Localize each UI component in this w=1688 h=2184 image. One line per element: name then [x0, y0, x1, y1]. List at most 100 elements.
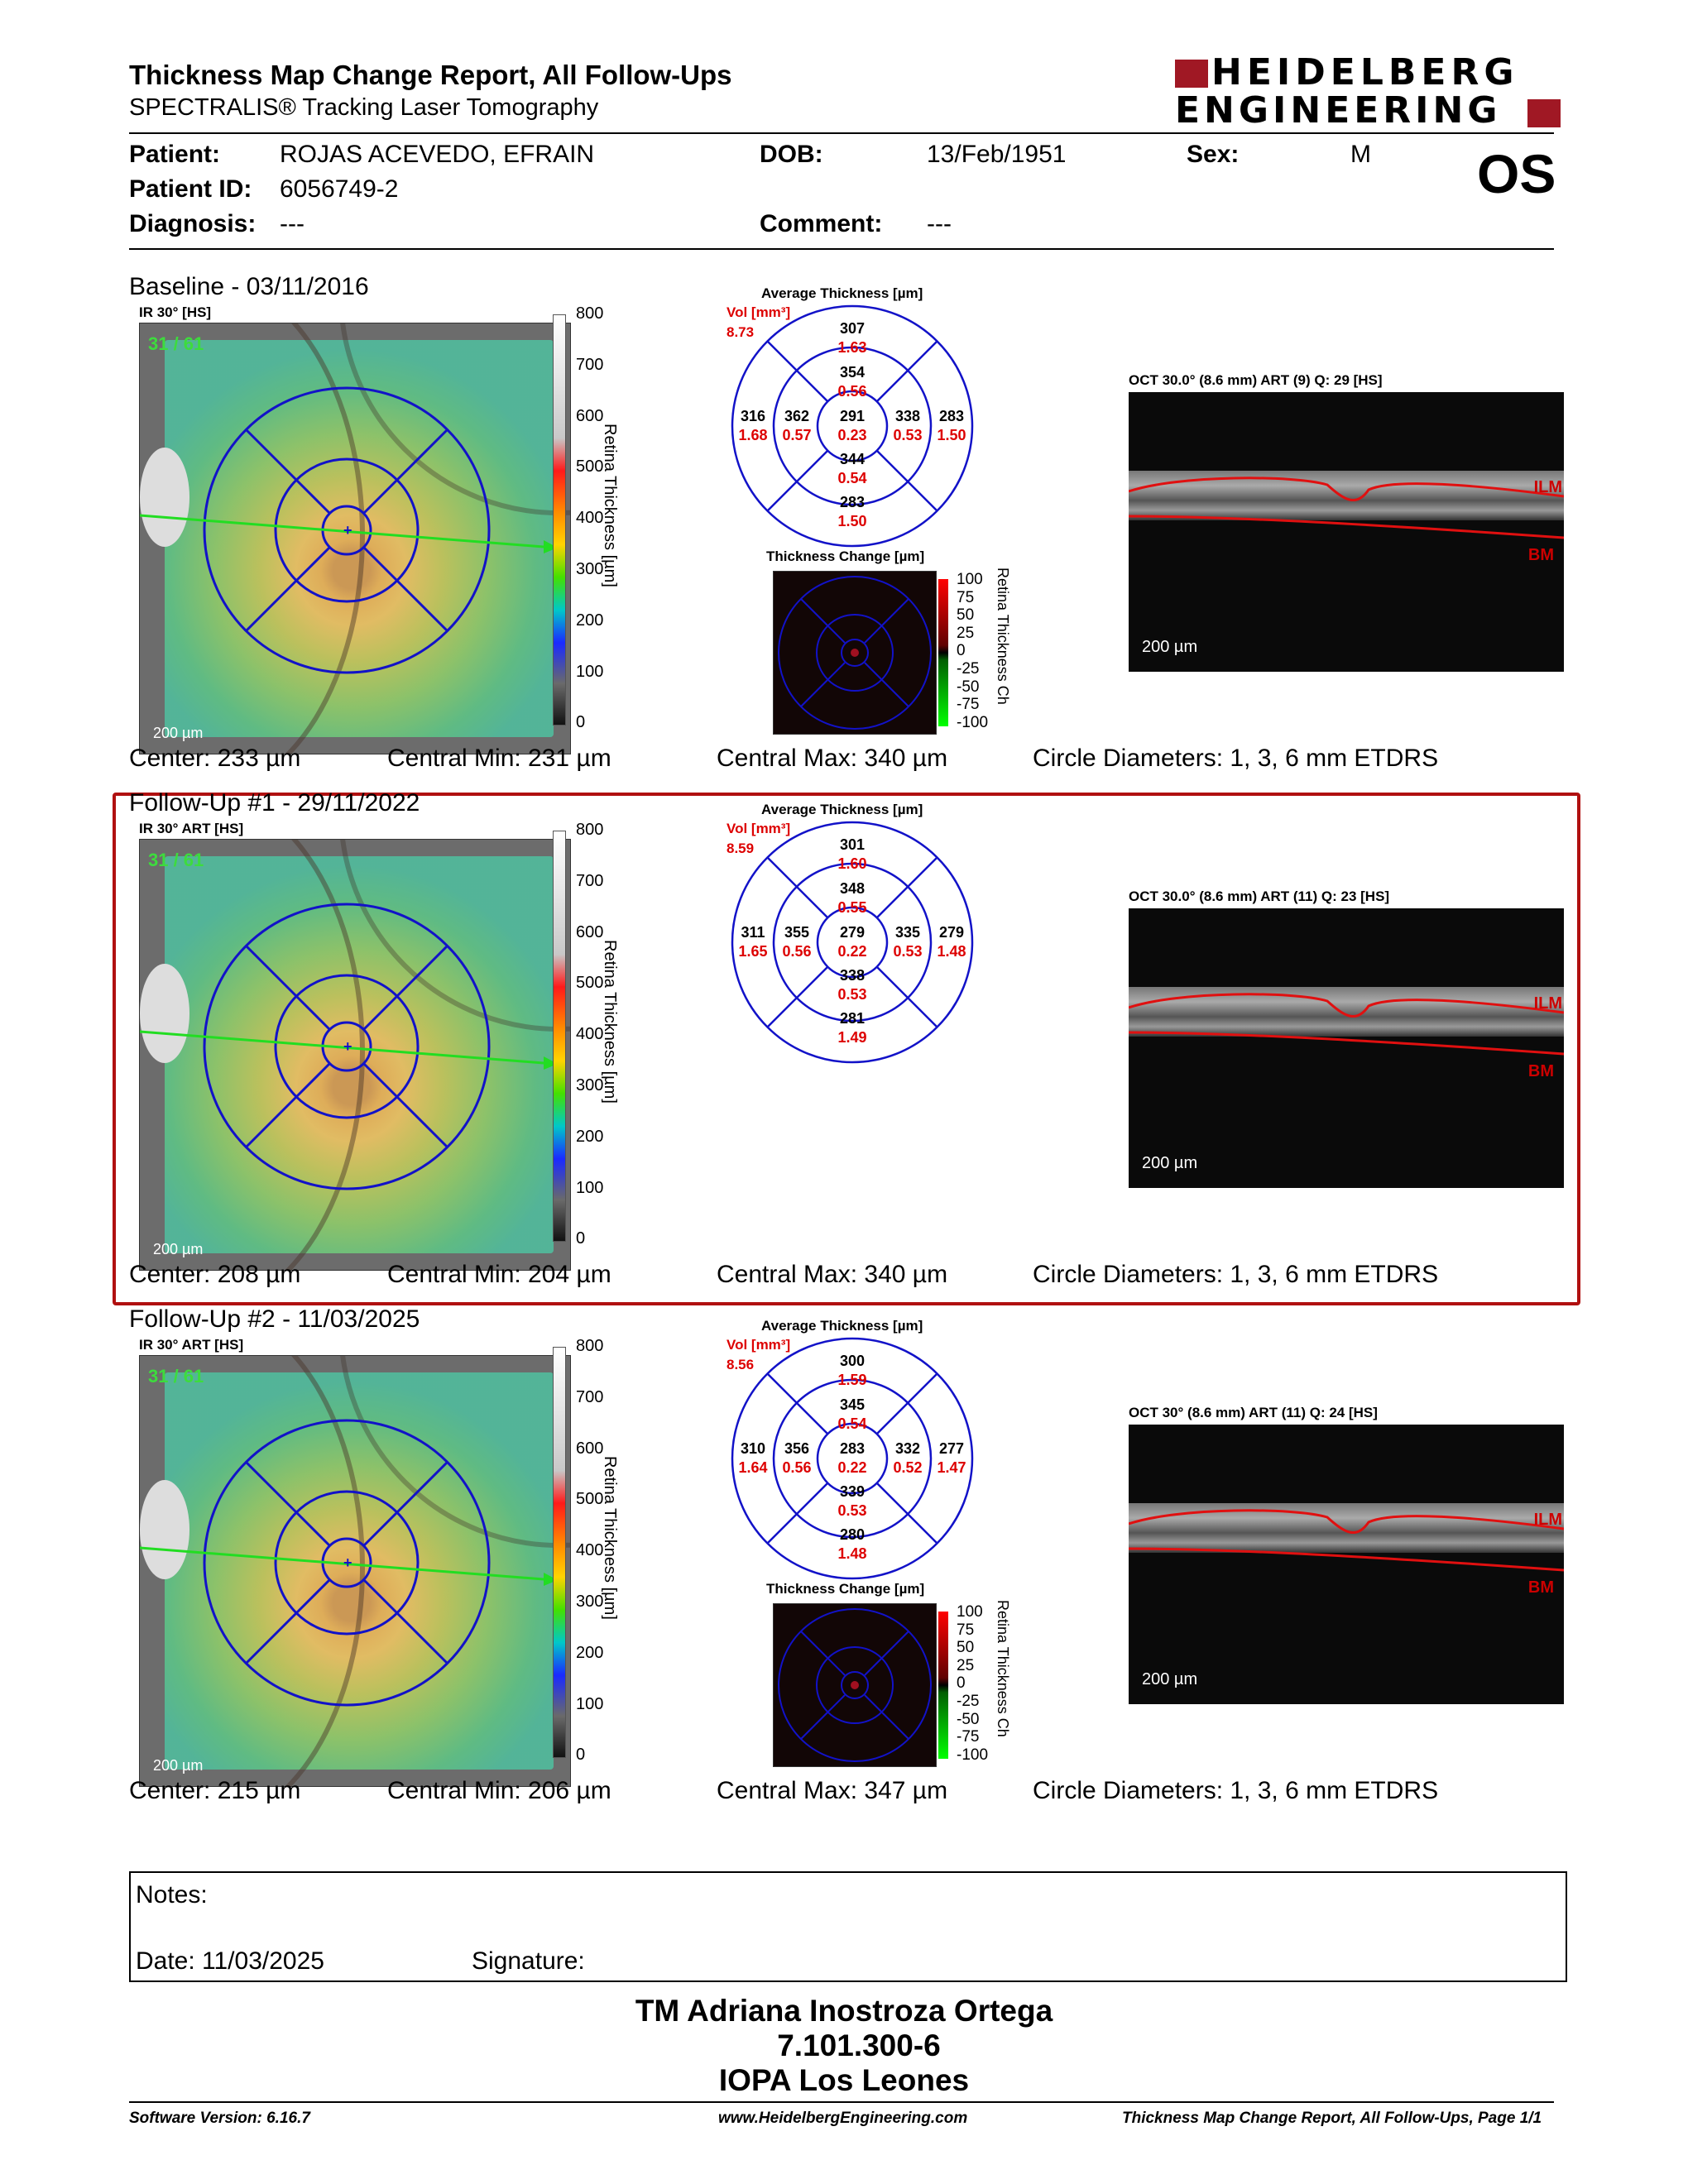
signer-place: IOPA Los Leones: [718, 2063, 970, 2097]
signature-label: Signature:: [472, 1947, 585, 1975]
etdrs-outer_left-volume: 1.65: [738, 943, 768, 960]
etdrs-outer_right-volume: 1.50: [937, 427, 966, 443]
etdrs-center-thickness: 279: [839, 924, 866, 941]
section-title: Baseline - 03/11/2016: [129, 273, 369, 300]
patient-id-label: Patient ID:: [129, 175, 252, 203]
colorbar-axis-label: Retina Thickness [µm]: [601, 424, 619, 587]
bm-label: BM: [1527, 546, 1554, 564]
ilm-label: ILM: [1533, 1511, 1562, 1529]
dob-label: DOB:: [760, 141, 823, 168]
central-max: Central Max: 340 µm: [717, 1261, 948, 1288]
colorbar-tick: 300: [576, 560, 604, 578]
change-tick: -25: [957, 1693, 980, 1710]
ir-fundus-image[interactable]: + 31 / 61 200 µm: [139, 839, 571, 1271]
change-tick: 25: [957, 1656, 975, 1674]
etdrs-outer_left-thickness: 316: [740, 408, 766, 424]
change-tick: -25: [957, 660, 980, 678]
circle-diameters: Circle Diameters: 1, 3, 6 mm ETDRS: [1033, 1777, 1439, 1804]
notes-date: Date: 11/03/2025: [136, 1947, 324, 1975]
optic-disc: [140, 1480, 189, 1579]
etdrs-inner_left-volume: 0.56: [782, 1459, 812, 1476]
central-min: Central Min: 204 µm: [387, 1261, 611, 1288]
oct-bscan-image[interactable]: ILM BM 200 µm: [1129, 1425, 1564, 1704]
colorbar-tick: 400: [576, 1025, 604, 1044]
etdrs-inner_left-volume: 0.57: [782, 427, 812, 443]
scan-counter: 31 / 61: [148, 850, 204, 870]
oct-title: OCT 30.0° (8.6 mm) ART (9) Q: 29 [HS]: [1129, 372, 1383, 388]
signer-id: 7.101.300-6: [777, 2028, 941, 2062]
etdrs-inner_top-volume: 0.56: [837, 383, 867, 400]
change-tick: -75: [957, 696, 980, 714]
change-tick: 50: [957, 1639, 975, 1657]
etdrs-inner_top-thickness: 345: [839, 1396, 866, 1413]
colorbar-tick: 300: [576, 1076, 604, 1094]
change-tick: -75: [957, 1728, 980, 1746]
thickness-change-map[interactable]: [773, 571, 937, 735]
change-tick: 50: [957, 606, 975, 625]
colorbar-tick: 600: [576, 1439, 604, 1458]
colorbar-tick: 100: [576, 662, 604, 681]
report-subtitle: SPECTRALIS® Tracking Laser Tomography: [129, 94, 599, 121]
optic-disc: [140, 964, 189, 1063]
center-thickness: Center: 233 µm: [129, 745, 301, 772]
change-axis-label: Retina Thickness Ch: [995, 568, 1011, 705]
change-tick: 75: [957, 1621, 975, 1639]
etdrs-inner_right-volume: 0.52: [893, 1459, 923, 1476]
colorbar-tick: 400: [576, 1541, 604, 1560]
colorbar-tick: 400: [576, 509, 604, 528]
etdrs-center-volume: 0.22: [837, 943, 867, 960]
etdrs-center-volume: 0.23: [837, 427, 867, 443]
circle-diameters: Circle Diameters: 1, 3, 6 mm ETDRS: [1033, 1261, 1439, 1288]
logo-line1: HEIDELBERG: [1211, 51, 1519, 93]
oct-bscan-image[interactable]: ILM BM 200 µm: [1129, 392, 1564, 672]
colorbar-tick: 800: [576, 1337, 604, 1355]
colorbar-tick: 800: [576, 304, 604, 323]
oct-scale-label: 200 µm: [1142, 1670, 1198, 1688]
change-tick: -50: [957, 678, 980, 696]
etdrs-outer_left-thickness: 311: [741, 924, 765, 941]
heidelberg-logo: HEIDELBERG ENGINEERING: [1175, 51, 1561, 132]
etdrs-chart: [731, 304, 974, 548]
etdrs-inner_top-thickness: 348: [839, 880, 866, 897]
ir-fundus-image[interactable]: + 31 / 61 200 µm: [139, 323, 571, 754]
colorbar-tick: 100: [576, 1178, 604, 1197]
ir-fundus-image[interactable]: + 31 / 61 200 µm: [139, 1355, 571, 1787]
oct-scale-label: 200 µm: [1142, 1154, 1198, 1172]
etdrs-outer_right-volume: 1.47: [937, 1459, 966, 1476]
etdrs-inner_left-thickness: 362: [784, 408, 810, 424]
oct-title: OCT 30° (8.6 mm) ART (11) Q: 24 [HS]: [1129, 1405, 1378, 1420]
colorbar-tick: 200: [576, 611, 604, 630]
etdrs-center-thickness: 291: [839, 408, 866, 424]
patient-id-value: 6056749-2: [280, 175, 399, 203]
etdrs-outer_top-volume: 1.60: [837, 855, 867, 872]
dob-value: 13/Feb/1951: [927, 141, 1067, 168]
change-axis-label: Retina Thickness Ch: [995, 1600, 1011, 1737]
patient-label: Patient:: [129, 141, 221, 168]
etdrs-inner_left-thickness: 356: [784, 1440, 810, 1457]
change-tick: 100: [957, 1603, 983, 1621]
etdrs-outer_left-volume: 1.68: [738, 427, 768, 443]
ir-image-title: IR 30° ART [HS]: [139, 821, 244, 836]
etdrs-center-thickness: 283: [839, 1440, 866, 1457]
central-min: Central Min: 206 µm: [387, 1777, 611, 1804]
colorbar-tick: 700: [576, 1387, 604, 1406]
vessel: [140, 1356, 365, 1786]
patient-name: ROJAS ACEVEDO, EFRAIN: [280, 141, 595, 168]
oct-bscan-image[interactable]: ILM BM 200 µm: [1129, 908, 1564, 1188]
report-title: Thickness Map Change Report, All Follow-…: [129, 60, 732, 90]
optic-disc: [140, 448, 189, 547]
bm-label: BM: [1527, 1062, 1554, 1080]
colorbar-tick: 200: [576, 1643, 604, 1662]
colorbar-tick: 700: [576, 871, 604, 890]
etdrs-inner_bottom-volume: 0.53: [837, 1502, 867, 1519]
vessel: [140, 840, 365, 1270]
bm-label: BM: [1527, 1578, 1554, 1597]
scale-bar-label: 200 µm: [153, 1757, 204, 1774]
website-link[interactable]: www.HeidelbergEngineering.com: [718, 2110, 968, 2127]
scale-bar-label: 200 µm: [153, 725, 204, 741]
section-title: Follow-Up #2 - 11/03/2025: [129, 1305, 420, 1333]
thickness-change-map[interactable]: [773, 1603, 937, 1767]
central-min: Central Min: 231 µm: [387, 745, 611, 772]
change-tick: -100: [957, 1746, 989, 1764]
center-thickness: Center: 215 µm: [129, 1777, 301, 1804]
